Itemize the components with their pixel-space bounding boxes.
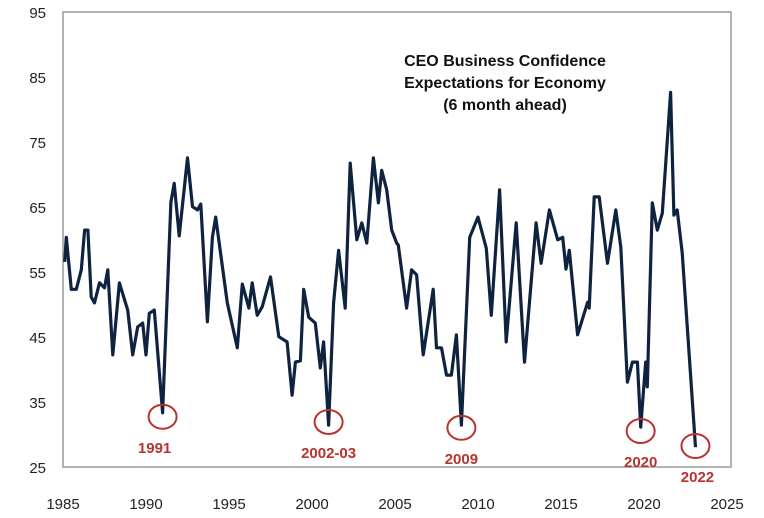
y-tick-label: 35: [29, 395, 46, 412]
x-tick-label: 1985: [46, 496, 79, 513]
y-tick-label: 95: [29, 5, 46, 22]
x-tick-label: 2025: [710, 496, 743, 513]
x-tick-label: 1990: [129, 496, 162, 513]
annotation-label: 2009: [445, 451, 478, 468]
annotation-circle: [147, 403, 178, 430]
plot-frame: [62, 11, 732, 468]
annotation-circle: [680, 433, 711, 459]
title-line-1: CEO Business Confidence: [404, 53, 606, 70]
chart-title: CEO Business Confidence Expectations for…: [404, 53, 606, 114]
x-tick-label: 2005: [378, 496, 411, 513]
y-tick-label: 75: [29, 135, 46, 152]
series-line: [63, 90, 698, 448]
annotation-circle: [313, 408, 344, 435]
x-tick-label: 1995: [212, 496, 245, 513]
annotation-label: 2022: [681, 469, 714, 486]
y-tick-label: 65: [29, 200, 46, 217]
y-tick-label: 45: [29, 330, 46, 347]
y-tick-label: 25: [29, 460, 46, 477]
title-line-3: (6 month ahead): [443, 97, 567, 114]
x-tick-label: 2015: [544, 496, 577, 513]
y-tick-label: 55: [29, 265, 46, 282]
annotation-label: 2002-03: [301, 445, 356, 462]
annotation-circle: [446, 414, 477, 441]
annotation-label: 2020: [624, 454, 657, 471]
x-tick-label: 2010: [461, 496, 494, 513]
x-tick-label: 2020: [627, 496, 660, 513]
annotation-label: 1991: [138, 440, 171, 457]
annotation-circle: [625, 418, 656, 445]
x-tick-label: 2000: [295, 496, 328, 513]
x-axis: 1985 1990 1995 2000 2005 2010 2015 2020 2025: [46, 496, 743, 513]
y-tick-label: 85: [29, 70, 46, 87]
y-axis: 25 35 45 55 65 75 85 95: [29, 5, 46, 477]
annotations: 1991 2002-03 2009 2020 2022: [138, 403, 714, 486]
title-line-2: Expectations for Economy: [404, 75, 606, 92]
